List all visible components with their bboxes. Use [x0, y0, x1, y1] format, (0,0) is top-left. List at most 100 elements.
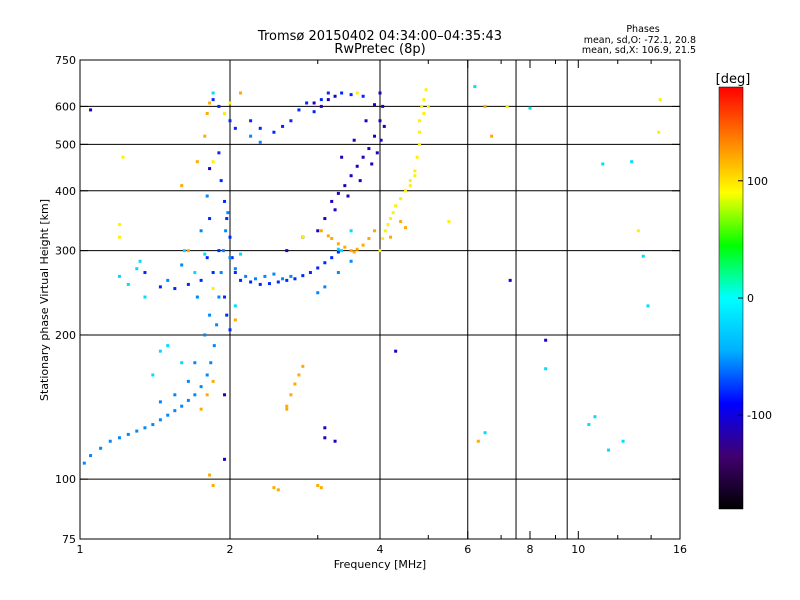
data-point-s1-46 — [340, 91, 344, 95]
data-point-s1-12 — [239, 278, 243, 282]
data-point-s5-10 — [211, 91, 215, 95]
data-point-s0-22 — [333, 94, 337, 98]
data-point-s1-27 — [225, 313, 229, 317]
data-point-s1-4 — [233, 126, 237, 130]
data-point-s2-40 — [173, 393, 177, 397]
data-point-s5-19 — [473, 85, 477, 89]
colorbar-tick-label-1: 0 — [747, 292, 754, 305]
data-point-s1-19 — [301, 274, 305, 278]
data-point-s5-25 — [621, 439, 625, 443]
data-point-s4-6 — [394, 204, 398, 208]
x-tick-label-1: 2 — [227, 543, 234, 556]
data-point-s2-9 — [158, 418, 162, 422]
data-point-s4-18 — [223, 111, 227, 115]
data-point-s0-39 — [544, 338, 548, 342]
data-point-s1-5 — [217, 151, 221, 155]
data-point-s0-5 — [378, 119, 382, 123]
data-point-s3-3 — [349, 249, 353, 253]
stats-line-x: mean, sd,X: 106.9, 21.5 — [582, 45, 696, 56]
data-points — [82, 85, 662, 492]
data-point-s2-24 — [226, 211, 230, 215]
data-point-s3-6 — [367, 236, 371, 240]
data-point-s1-22 — [323, 261, 327, 265]
data-point-s3-22 — [239, 91, 243, 95]
data-point-s1-33 — [173, 287, 177, 291]
data-point-s0-38 — [508, 278, 512, 282]
data-point-s4-0 — [378, 249, 382, 253]
data-point-s3-34 — [483, 104, 487, 108]
data-point-s0-0 — [330, 199, 334, 203]
data-point-s3-28 — [208, 473, 212, 477]
data-point-s0-11 — [323, 217, 327, 221]
colorbar-label: [deg] — [716, 72, 751, 87]
data-point-s1-11 — [233, 271, 237, 275]
data-point-s1-0 — [211, 98, 215, 102]
x-tick-label-5: 10 — [571, 543, 585, 556]
data-point-s5-6 — [166, 344, 170, 348]
data-point-s4-1 — [381, 236, 385, 240]
data-point-s3-29 — [180, 184, 184, 188]
data-point-s1-45 — [326, 91, 330, 95]
data-point-s2-25 — [228, 256, 232, 260]
stats-heading: Phases — [626, 24, 659, 35]
data-point-s4-14 — [417, 119, 421, 123]
data-point-s2-1 — [89, 454, 93, 458]
data-point-s4-24 — [211, 287, 215, 291]
data-point-s1-23 — [330, 256, 334, 260]
data-point-s4-21 — [117, 223, 121, 227]
data-point-s0-3 — [367, 147, 371, 151]
data-point-s4-3 — [386, 223, 390, 227]
data-point-s2-11 — [173, 409, 177, 413]
data-point-s5-28 — [587, 423, 591, 427]
data-point-s0-10 — [316, 229, 320, 233]
data-point-s2-8 — [151, 423, 155, 427]
data-point-s1-9 — [228, 235, 232, 239]
data-point-s1-49 — [208, 217, 212, 221]
data-point-s3-9 — [326, 234, 330, 238]
data-point-s2-29 — [263, 274, 267, 278]
data-point-s5-15 — [336, 247, 340, 251]
data-point-s1-28 — [228, 328, 232, 332]
data-point-s1-16 — [276, 280, 280, 284]
data-point-s0-18 — [382, 124, 386, 128]
data-point-s0-30 — [323, 426, 327, 430]
data-point-s2-4 — [117, 436, 121, 440]
data-point-s3-10 — [285, 404, 289, 408]
y-tick-label-1: 100 — [55, 473, 76, 486]
data-point-s2-43 — [205, 194, 209, 198]
stats-line-o: mean, sd,O: -72.1, 20.8 — [584, 35, 696, 46]
data-point-s1-25 — [217, 249, 221, 253]
data-point-s3-31 — [195, 160, 199, 164]
data-point-s0-37 — [394, 349, 398, 353]
data-point-s1-38 — [272, 130, 276, 134]
data-point-s1-26 — [223, 295, 227, 299]
data-point-s2-37 — [166, 278, 170, 282]
y-tick-label-5: 500 — [55, 138, 76, 151]
data-point-s2-44 — [249, 134, 253, 138]
data-point-s0-33 — [208, 167, 212, 171]
data-point-s2-27 — [244, 274, 248, 278]
data-point-s2-18 — [212, 344, 216, 348]
data-point-s2-31 — [281, 277, 285, 281]
data-point-s4-28 — [505, 104, 509, 108]
data-point-s2-41 — [158, 400, 162, 404]
data-point-s3-24 — [319, 486, 323, 490]
data-point-s5-12 — [203, 252, 207, 256]
data-point-s3-1 — [336, 242, 340, 246]
data-point-s0-29 — [223, 393, 227, 397]
data-point-s0-6 — [381, 104, 385, 108]
data-point-s2-28 — [253, 277, 257, 281]
data-point-s0-7 — [336, 191, 340, 195]
data-point-s3-23 — [316, 483, 320, 487]
data-point-s5-16 — [349, 229, 353, 233]
data-point-s2-46 — [316, 291, 320, 295]
data-point-s5-3 — [143, 295, 147, 299]
data-point-s2-30 — [272, 272, 276, 276]
data-point-s4-25 — [301, 235, 305, 239]
y-tick-label-2: 200 — [55, 329, 76, 342]
data-point-s4-32 — [426, 104, 430, 108]
data-point-s3-26 — [276, 488, 280, 492]
data-point-s2-36 — [180, 263, 184, 267]
data-point-s2-20 — [217, 295, 221, 299]
data-point-s2-7 — [143, 426, 147, 430]
